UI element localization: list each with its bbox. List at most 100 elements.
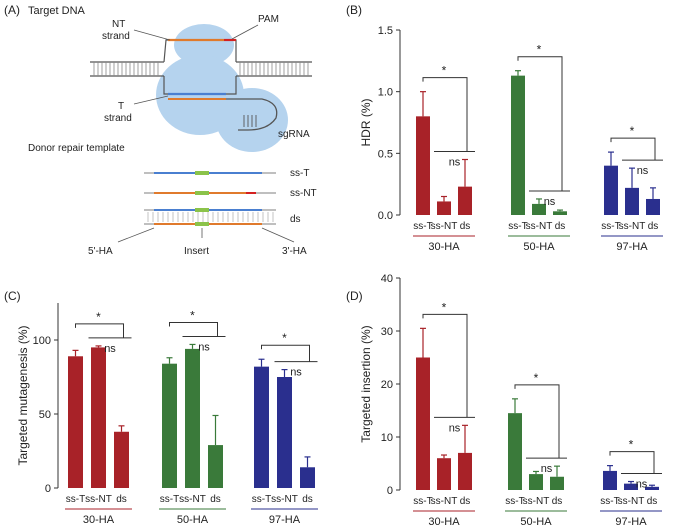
bar <box>532 203 546 215</box>
x-tick-label: ss-NT <box>179 494 206 505</box>
template-ds: ds <box>144 208 301 226</box>
nt-label-line1: NT <box>112 19 125 30</box>
bar <box>254 366 269 488</box>
bar <box>300 467 315 488</box>
bar <box>416 357 430 490</box>
x-tick-label: ds <box>552 496 563 507</box>
bar <box>437 201 451 215</box>
dna-right-base-pairs <box>239 62 309 76</box>
panel-label: (D) <box>346 289 363 303</box>
significance-bracket <box>517 56 563 191</box>
donor-title: Donor repair template <box>28 143 125 154</box>
t-label-line2: strand <box>104 113 132 124</box>
x-tick-label: ss-NT <box>271 494 298 505</box>
y-tick-label: 0 <box>45 483 51 495</box>
y-tick-label: 50 <box>39 409 51 421</box>
group-label: 30-HA <box>428 516 460 527</box>
significance-star: * <box>282 331 287 345</box>
x-tick-label: ss-NT <box>523 496 550 507</box>
bar <box>604 165 618 215</box>
x-tick-label: ss-T <box>413 221 432 232</box>
significance-star: * <box>537 43 542 57</box>
t-leader <box>133 95 169 105</box>
ns-label: ns <box>198 341 210 353</box>
bar <box>185 348 200 488</box>
bar <box>553 211 567 215</box>
y-tick-label: 10 <box>381 432 393 444</box>
ha3-label: 3'-HA <box>282 246 307 257</box>
x-tick-label: ss-T <box>252 494 271 505</box>
template-label-ds: ds <box>290 214 301 225</box>
significance-bracket <box>514 384 560 459</box>
significance-star: * <box>442 300 447 314</box>
bar <box>437 458 451 490</box>
bar <box>458 186 472 215</box>
group-label: 50-HA <box>177 514 209 526</box>
group-label: 97-HA <box>616 241 648 253</box>
ha5-leader <box>117 227 155 243</box>
significance-star: * <box>442 64 447 78</box>
y-tick-label: 0.0 <box>378 210 393 222</box>
bar <box>208 445 223 488</box>
bar <box>458 452 472 490</box>
t-label-line1: T <box>118 101 124 112</box>
x-tick-label: ds <box>210 494 221 505</box>
nt-label-line2: strand <box>102 31 130 42</box>
group-label: 50-HA <box>523 241 555 253</box>
insert-label: Insert <box>184 246 209 257</box>
sgrna-scaffold <box>226 98 278 131</box>
bar <box>646 198 660 215</box>
x-tick-label: ss-NT <box>85 494 112 505</box>
x-tick-label: ss-NT <box>619 221 646 232</box>
y-tick-label: 40 <box>381 273 393 285</box>
x-tick-label: ss-T <box>508 221 527 232</box>
pam-leader <box>231 24 259 40</box>
bar <box>91 347 106 488</box>
x-tick-label: ds <box>302 494 313 505</box>
dna-left-base-pairs <box>93 62 159 76</box>
nt-leader <box>133 29 171 41</box>
bar <box>277 377 292 488</box>
bar <box>162 363 177 488</box>
y-tick-label: 100 <box>33 335 51 347</box>
template-label-ss-nt: ss-NT <box>290 188 317 199</box>
ns-label: ns <box>449 422 461 434</box>
x-tick-label: ss-NT <box>431 221 458 232</box>
panel-a-label: (A) <box>4 3 20 17</box>
bar <box>624 483 638 490</box>
ns-label: ns <box>290 367 302 379</box>
ns-label: ns <box>544 196 556 208</box>
significance-star: * <box>96 310 101 324</box>
significance-bracket <box>169 321 218 337</box>
bar <box>603 470 617 490</box>
x-tick-label: ss-NT <box>526 221 553 232</box>
y-tick-label: 0 <box>387 485 393 497</box>
x-tick-label: ds <box>647 496 658 507</box>
ns-label: ns <box>104 343 116 355</box>
bar <box>625 187 639 215</box>
x-tick-label: ds <box>460 221 471 232</box>
group-label: 97-HA <box>615 516 647 527</box>
y-tick-label: 20 <box>381 379 393 391</box>
template-ss-t: ss-T <box>144 168 309 179</box>
bar <box>114 431 129 488</box>
y-tick-label: 1.5 <box>378 25 393 37</box>
significance-bracket <box>261 344 310 362</box>
x-tick-label: ds <box>116 494 127 505</box>
significance-star: * <box>629 438 634 452</box>
x-tick-label: ss-T <box>160 494 179 505</box>
pam-label: PAM <box>258 14 279 25</box>
ns-label: ns <box>449 157 461 169</box>
x-tick-label: ds <box>460 496 471 507</box>
bar <box>511 75 525 215</box>
x-tick-label: ss-T <box>505 496 524 507</box>
panel-a: (A) Target DNA <box>4 3 317 257</box>
template-label-ss-t: ss-T <box>290 168 309 179</box>
significance-bracket <box>610 137 656 161</box>
significance-bracket <box>75 323 124 338</box>
significance-bracket <box>422 77 468 152</box>
bar <box>508 413 522 490</box>
y-tick-label: 30 <box>381 326 393 338</box>
